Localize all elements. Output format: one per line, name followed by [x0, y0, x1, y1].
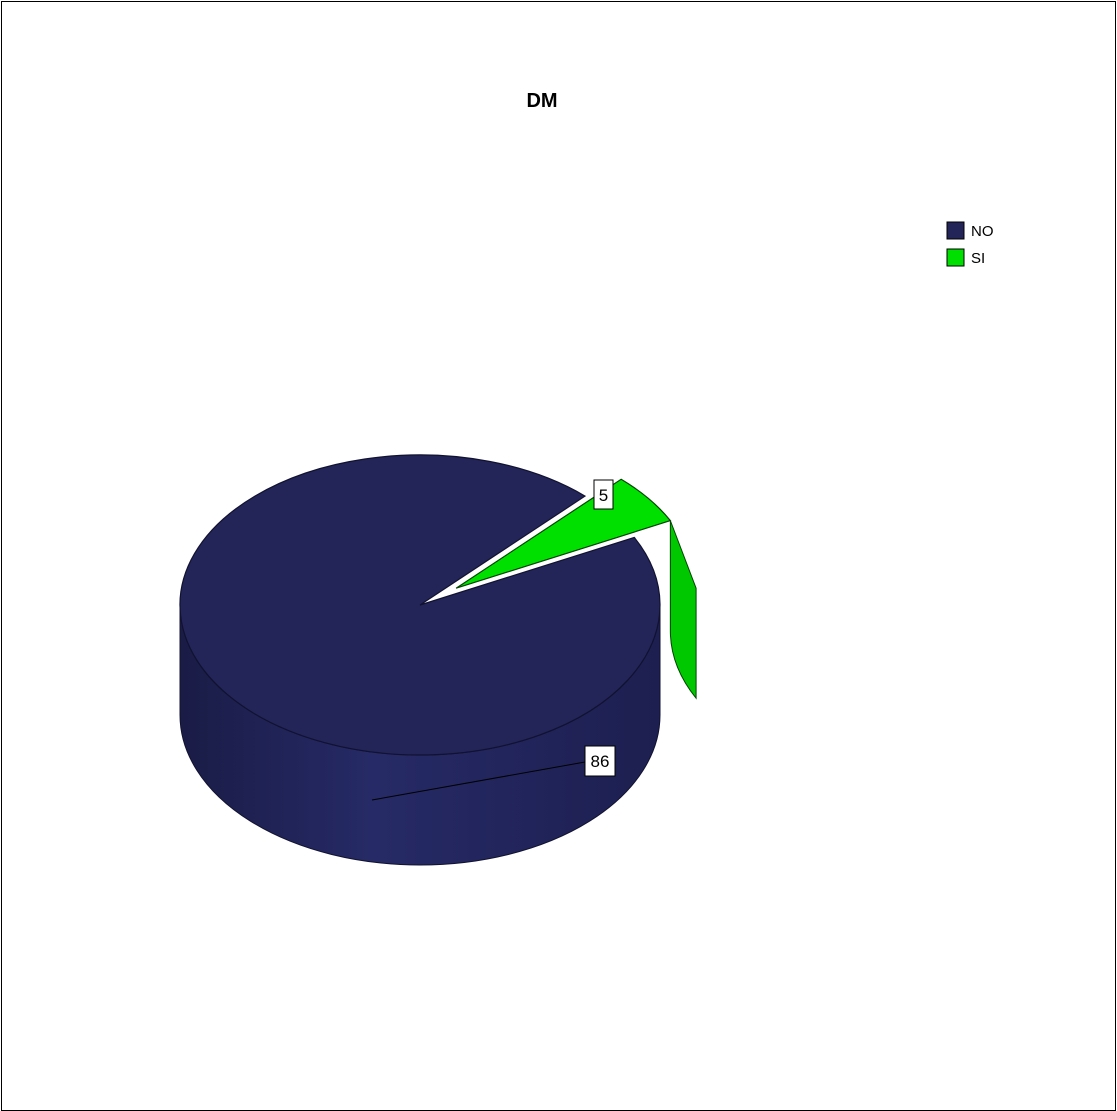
pie-slice-si-side	[669, 520, 697, 700]
pie-group: 86 5	[179, 454, 697, 866]
chart-title: DM	[526, 90, 558, 112]
legend: NO SI	[946, 221, 994, 267]
legend-label-no: NO	[971, 223, 994, 240]
legend-swatch-no	[946, 221, 965, 240]
data-label-no: 86	[591, 752, 610, 771]
data-label-si-box	[593, 479, 614, 510]
pie-slice-si	[455, 478, 672, 589]
data-label-no-leader	[371, 761, 586, 801]
pie-slice-no	[179, 454, 661, 756]
legend-swatch-si	[946, 248, 965, 267]
data-label-si: 5	[599, 486, 608, 505]
legend-label-si: SI	[971, 250, 985, 267]
data-label-no-box	[584, 745, 616, 777]
